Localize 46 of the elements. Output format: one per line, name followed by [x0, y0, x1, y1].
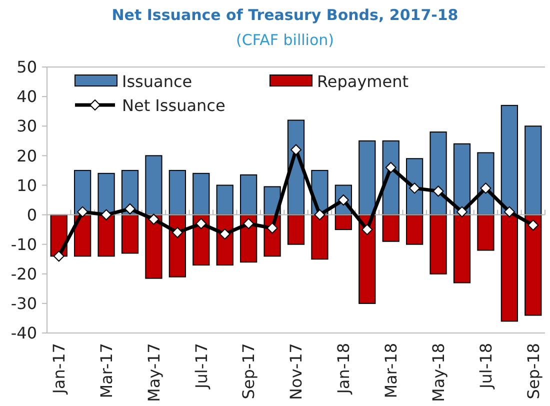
point	[148, 214, 160, 225]
y-tick-label: -10	[10, 234, 37, 254]
point	[480, 182, 492, 194]
point	[314, 209, 326, 220]
point	[53, 250, 64, 262]
point	[172, 227, 183, 238]
point	[432, 186, 444, 197]
legend-label: Net Issuance	[122, 96, 226, 115]
point	[77, 206, 88, 218]
legend-label: Issuance	[122, 72, 192, 91]
y-tick-label: 50	[16, 58, 37, 77]
point	[362, 224, 373, 236]
point	[124, 203, 136, 214]
point	[456, 206, 468, 218]
x-tick-label: Mar-18	[381, 343, 400, 398]
y-tick-label: 40	[16, 87, 37, 106]
y-tick-label: 30	[16, 116, 37, 136]
x-tick-label: Jul-17	[192, 343, 211, 390]
x-tick-label: Mar-17	[96, 343, 116, 398]
x-tick-label: Jan-18	[334, 343, 354, 395]
point	[290, 144, 302, 156]
x-tick-label: Nov-17	[286, 343, 306, 400]
point	[243, 218, 254, 230]
x-tick-label: May-18	[428, 343, 448, 402]
point	[528, 220, 539, 231]
x-tick-label: Jul-18	[476, 343, 496, 390]
x-tick-label: Sep-18	[524, 343, 543, 400]
point	[504, 206, 515, 218]
point	[219, 228, 230, 240]
x-tick-label: May-17	[144, 343, 164, 402]
point	[409, 182, 420, 194]
point	[100, 209, 112, 220]
chart-title: Net Issuance of Treasury Bonds, 2017-18	[112, 6, 458, 24]
chart-subtitle: (CFAF billion)	[236, 31, 334, 49]
point	[266, 222, 278, 234]
y-tick-label: 20	[16, 146, 37, 166]
y-tick-label: -20	[10, 264, 37, 284]
point	[385, 162, 396, 173]
y-tick-label: -30	[10, 294, 37, 314]
y-tick-label: -40	[10, 324, 37, 343]
x-tick-label: Jan-17	[49, 343, 68, 395]
y-tick-label: 10	[16, 176, 37, 195]
y-tick-label: 0	[26, 205, 37, 224]
x-tick-label: Sep-17	[239, 343, 258, 400]
point	[196, 218, 207, 230]
legend-label: Repayment	[317, 72, 409, 91]
